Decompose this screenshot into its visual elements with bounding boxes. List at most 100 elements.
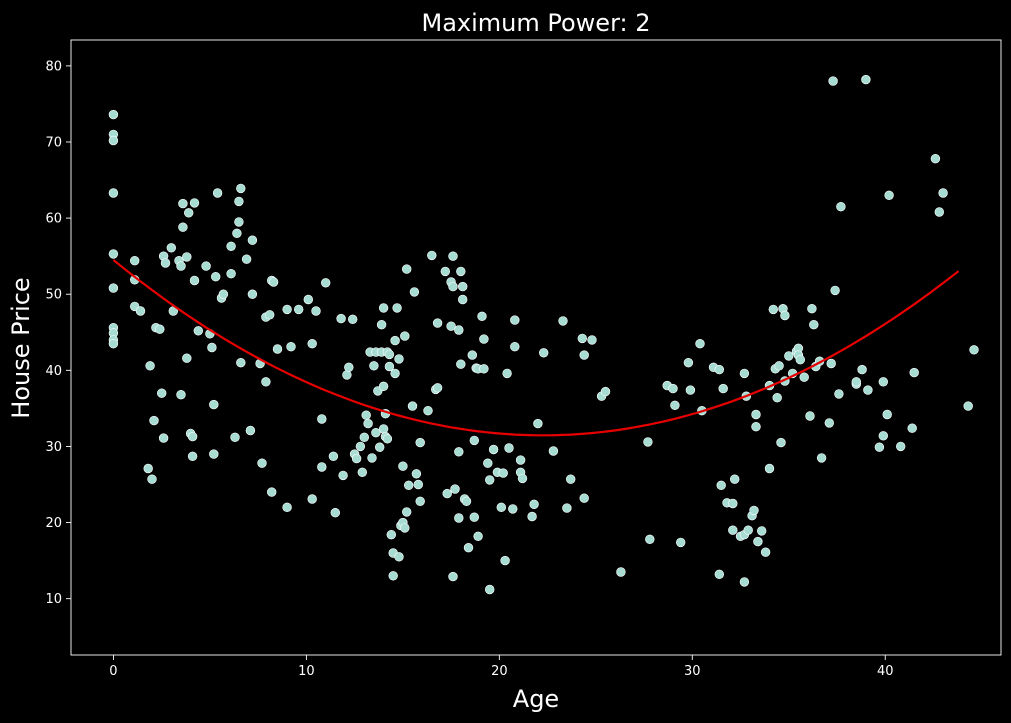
data-point-187: [548, 446, 559, 456]
data-point-153: [458, 281, 468, 292]
data-point-135: [423, 406, 433, 416]
data-point-130: [409, 287, 420, 297]
data-point-116: [390, 335, 400, 346]
data-point-14: [143, 463, 153, 474]
data-point-174: [500, 555, 510, 566]
data-point-72: [286, 342, 296, 352]
data-point-51: [230, 432, 240, 442]
data-point-40: [201, 261, 211, 271]
data-point-13: [135, 306, 146, 316]
data-point-234: [772, 393, 782, 403]
data-point-128: [404, 480, 414, 490]
y-tick-label-6: 70: [45, 135, 62, 150]
data-point-209: [714, 364, 724, 375]
axes-frame: [70, 39, 1002, 656]
data-point-193: [579, 493, 589, 503]
data-point-197: [616, 567, 626, 577]
x-axis-label: Age: [513, 685, 559, 713]
data-point-79: [317, 414, 327, 424]
data-point-127: [402, 507, 412, 517]
chart-title: Maximum Power: 2: [421, 9, 650, 37]
data-point-103: [376, 320, 387, 330]
data-point-198: [643, 437, 653, 447]
data-point-76: [307, 339, 317, 349]
data-point-224: [749, 505, 759, 516]
data-point-124: [400, 331, 410, 341]
data-point-43: [209, 399, 219, 410]
data-point-63: [261, 377, 271, 387]
data-point-50: [226, 241, 236, 252]
data-point-168: [485, 475, 495, 485]
data-point-36: [187, 431, 198, 442]
data-point-162: [473, 531, 483, 541]
data-point-94: [363, 418, 373, 429]
data-point-126: [402, 264, 412, 274]
data-point-139: [432, 383, 443, 393]
data-point-111: [384, 361, 395, 372]
data-point-37: [189, 275, 200, 286]
data-point-202: [670, 400, 680, 410]
data-point-189: [562, 503, 572, 513]
data-point-17: [149, 415, 159, 426]
data-point-19: [155, 324, 165, 334]
data-point-39: [193, 326, 204, 336]
data-point-93: [361, 410, 371, 420]
data-point-265: [878, 377, 888, 387]
y-tick-label-5: 60: [45, 212, 62, 227]
data-point-203: [675, 537, 686, 548]
data-point-101: [375, 442, 385, 452]
data-point-192: [579, 350, 589, 360]
data-point-27: [176, 261, 186, 271]
x-tick-label-3: 30: [684, 664, 701, 679]
data-point-80: [321, 278, 331, 288]
data-point-273: [934, 207, 944, 217]
data-point-275: [963, 401, 973, 411]
data-point-82: [330, 508, 340, 518]
data-point-172: [496, 502, 506, 512]
data-point-148: [454, 513, 464, 523]
data-point-118: [392, 303, 402, 313]
data-point-97: [369, 361, 379, 371]
y-tick-label-0: 10: [45, 592, 62, 607]
data-point-145: [448, 571, 458, 582]
data-point-225: [751, 409, 761, 420]
data-point-71: [282, 502, 292, 512]
data-point-211: [718, 383, 728, 394]
data-point-262: [863, 385, 873, 395]
data-point-3: [108, 188, 119, 198]
data-point-151: [456, 359, 466, 369]
data-point-117: [390, 368, 400, 379]
data-point-164: [477, 311, 487, 321]
data-point-132: [413, 479, 423, 490]
data-point-68: [268, 277, 279, 287]
data-point-143: [446, 321, 456, 331]
data-point-81: [328, 451, 339, 461]
data-point-255: [828, 76, 838, 86]
data-point-10: [130, 256, 140, 266]
data-point-249: [809, 320, 819, 330]
data-point-166: [479, 364, 489, 374]
data-point-240: [784, 351, 794, 361]
data-point-185: [533, 418, 543, 429]
data-point-183: [527, 511, 537, 522]
data-point-78: [317, 462, 327, 472]
data-point-120: [394, 354, 404, 364]
x-tick-label-0: 0: [109, 664, 117, 679]
data-point-154: [458, 294, 468, 305]
data-point-167: [483, 458, 493, 468]
data-point-229: [760, 547, 771, 557]
data-point-215: [728, 525, 738, 535]
data-point-87: [348, 314, 358, 324]
data-point-35: [187, 451, 198, 461]
data-point-46: [212, 188, 223, 198]
data-point-65: [265, 310, 275, 320]
data-point-133: [415, 437, 425, 448]
data-point-173: [498, 468, 508, 478]
data-point-5: [108, 283, 119, 293]
data-point-115: [388, 571, 398, 581]
data-point-204: [683, 358, 694, 368]
data-point-144: [448, 251, 458, 261]
data-point-52: [232, 228, 242, 239]
